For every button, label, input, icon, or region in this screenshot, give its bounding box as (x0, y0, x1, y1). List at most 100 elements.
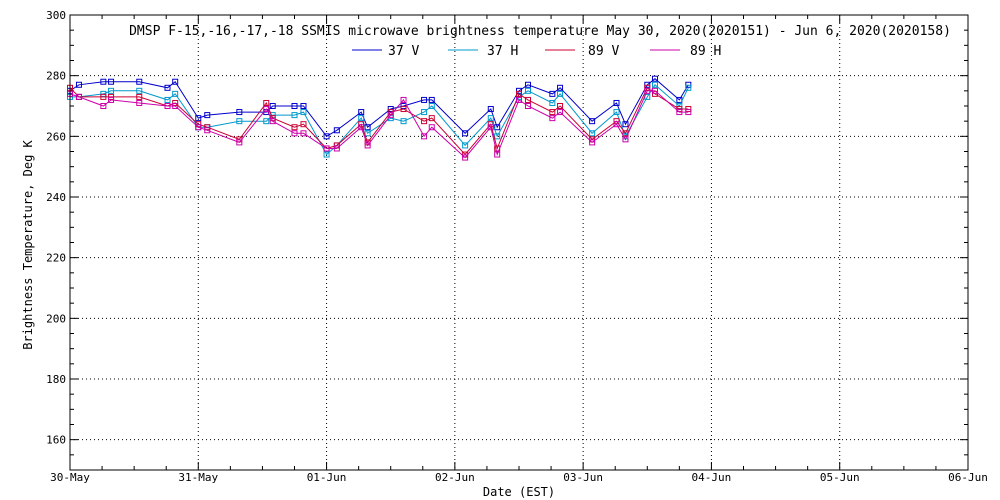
data-point-89-v (400, 106, 407, 113)
data-point-37-v (387, 106, 394, 113)
series-layer (67, 75, 692, 161)
data-point-89-h (524, 103, 531, 109)
data-point-89-h (557, 109, 564, 116)
data-point-37-h (291, 112, 298, 119)
data-point-37-v (557, 84, 564, 91)
legend-item-89-v: 89 V (545, 44, 619, 59)
data-point-37-v (100, 78, 107, 85)
x-tick-label: 06-Jun (948, 471, 988, 484)
legend-label: 37 V (388, 44, 419, 59)
data-point-37-v (195, 115, 202, 122)
data-point-37-v (75, 81, 82, 88)
data-point-37-h (421, 109, 428, 116)
data-point-37-v (549, 90, 556, 97)
data-point-37-v (421, 96, 428, 103)
series-37-h (67, 81, 692, 158)
data-point-37-h (236, 118, 243, 125)
data-point-37-h (108, 87, 115, 94)
data-point-89-h (172, 103, 179, 109)
data-point-37-h (524, 87, 531, 94)
x-tick-label: 04-Jun (692, 471, 732, 484)
data-point-89-h (195, 124, 202, 131)
x-tick-label: 05-Jun (820, 471, 860, 484)
series-line-37-h (70, 84, 689, 156)
data-point-89-h (204, 127, 211, 134)
data-point-89-h (676, 109, 683, 116)
data-point-89-v (524, 96, 531, 103)
data-point-89-v (685, 106, 692, 113)
legend-item-37-v: 37 V (352, 44, 419, 59)
data-point-37-h (494, 133, 501, 140)
data-point-37-v (685, 81, 692, 88)
data-point-89-h (421, 133, 428, 140)
y-axis-title: Brightness Temperature, Deg K (21, 139, 35, 349)
data-point-89-h (685, 109, 692, 116)
data-point-37-h (172, 90, 179, 97)
data-point-37-v (428, 96, 435, 103)
data-point-37-h (164, 96, 171, 103)
data-point-89-h (516, 96, 522, 103)
data-point-89-h (164, 103, 171, 109)
x-tick-label: 03-Jun (563, 471, 603, 484)
data-point-89-h (651, 87, 658, 94)
data-point-89-h (291, 130, 298, 137)
data-point-89-h (364, 142, 371, 149)
data-point-89-h (358, 124, 365, 131)
plot-frame (69, 14, 969, 471)
data-point-89-h (428, 124, 435, 131)
data-point-37-h (557, 90, 564, 97)
legend-item-89-h: 89 H (650, 44, 721, 59)
data-point-89-h (487, 124, 494, 131)
data-point-89-v (172, 99, 179, 106)
data-point-37-v (269, 103, 276, 109)
data-point-37-v (651, 75, 658, 82)
data-point-89-v (549, 109, 556, 116)
data-point-89-h (269, 118, 276, 125)
data-point-37-v (291, 103, 298, 109)
data-point-37-v (462, 130, 469, 137)
data-point-89-v (136, 93, 143, 100)
data-point-89-v (516, 90, 522, 97)
data-point-37-h (685, 84, 692, 91)
y-tick-label: 200 (46, 312, 66, 325)
data-point-37-v (487, 106, 494, 113)
data-point-37-v (108, 78, 115, 85)
data-point-89-h (75, 93, 82, 100)
legend-label: 37 H (487, 44, 518, 59)
x-tick-label: 30-May (50, 471, 90, 484)
legend-item-37-h: 37 H (448, 44, 518, 59)
x-axis-title: Date (EST) (483, 485, 555, 499)
x-tick-label: 02-Jun (435, 471, 475, 484)
legend: 37 V 37 H 89 V 89 H (352, 44, 721, 59)
data-point-37-v (613, 99, 620, 106)
data-point-37-h (613, 109, 620, 116)
data-point-37-v (323, 133, 330, 140)
y-tick-label: 260 (46, 130, 66, 143)
data-point-89-h (263, 106, 270, 113)
data-point-89-v (421, 118, 428, 125)
data-point-89-h (462, 154, 469, 161)
data-point-37-h (364, 130, 371, 137)
data-point-37-h (400, 118, 407, 125)
data-point-89-v (300, 121, 307, 128)
data-point-37-h (136, 87, 143, 94)
legend-label: 89 H (690, 44, 721, 59)
y-tick-label: 300 (46, 9, 66, 22)
series-line-37-v (69, 78, 689, 137)
data-point-37-h (100, 90, 107, 97)
data-point-89-h (549, 115, 556, 122)
tick-layer: 160 180 200 220 240 260 280 300 30-May 31-May 01-J… (46, 9, 988, 484)
data-point-37-h (589, 130, 596, 137)
data-point-89-h (387, 112, 394, 119)
data-point-37-v (622, 121, 629, 128)
data-point-89-h (300, 130, 307, 137)
data-point-37-h (300, 109, 307, 116)
data-point-89-h (333, 145, 340, 152)
legend-label: 89 V (588, 44, 619, 59)
data-point-89-h (589, 139, 596, 146)
data-point-37-h (323, 151, 330, 158)
data-point-37-v (524, 81, 531, 88)
data-point-89-h (494, 151, 501, 158)
chart-title: DMSP F-15,-16,-17,-18 SSMIS microwave br… (129, 24, 951, 39)
